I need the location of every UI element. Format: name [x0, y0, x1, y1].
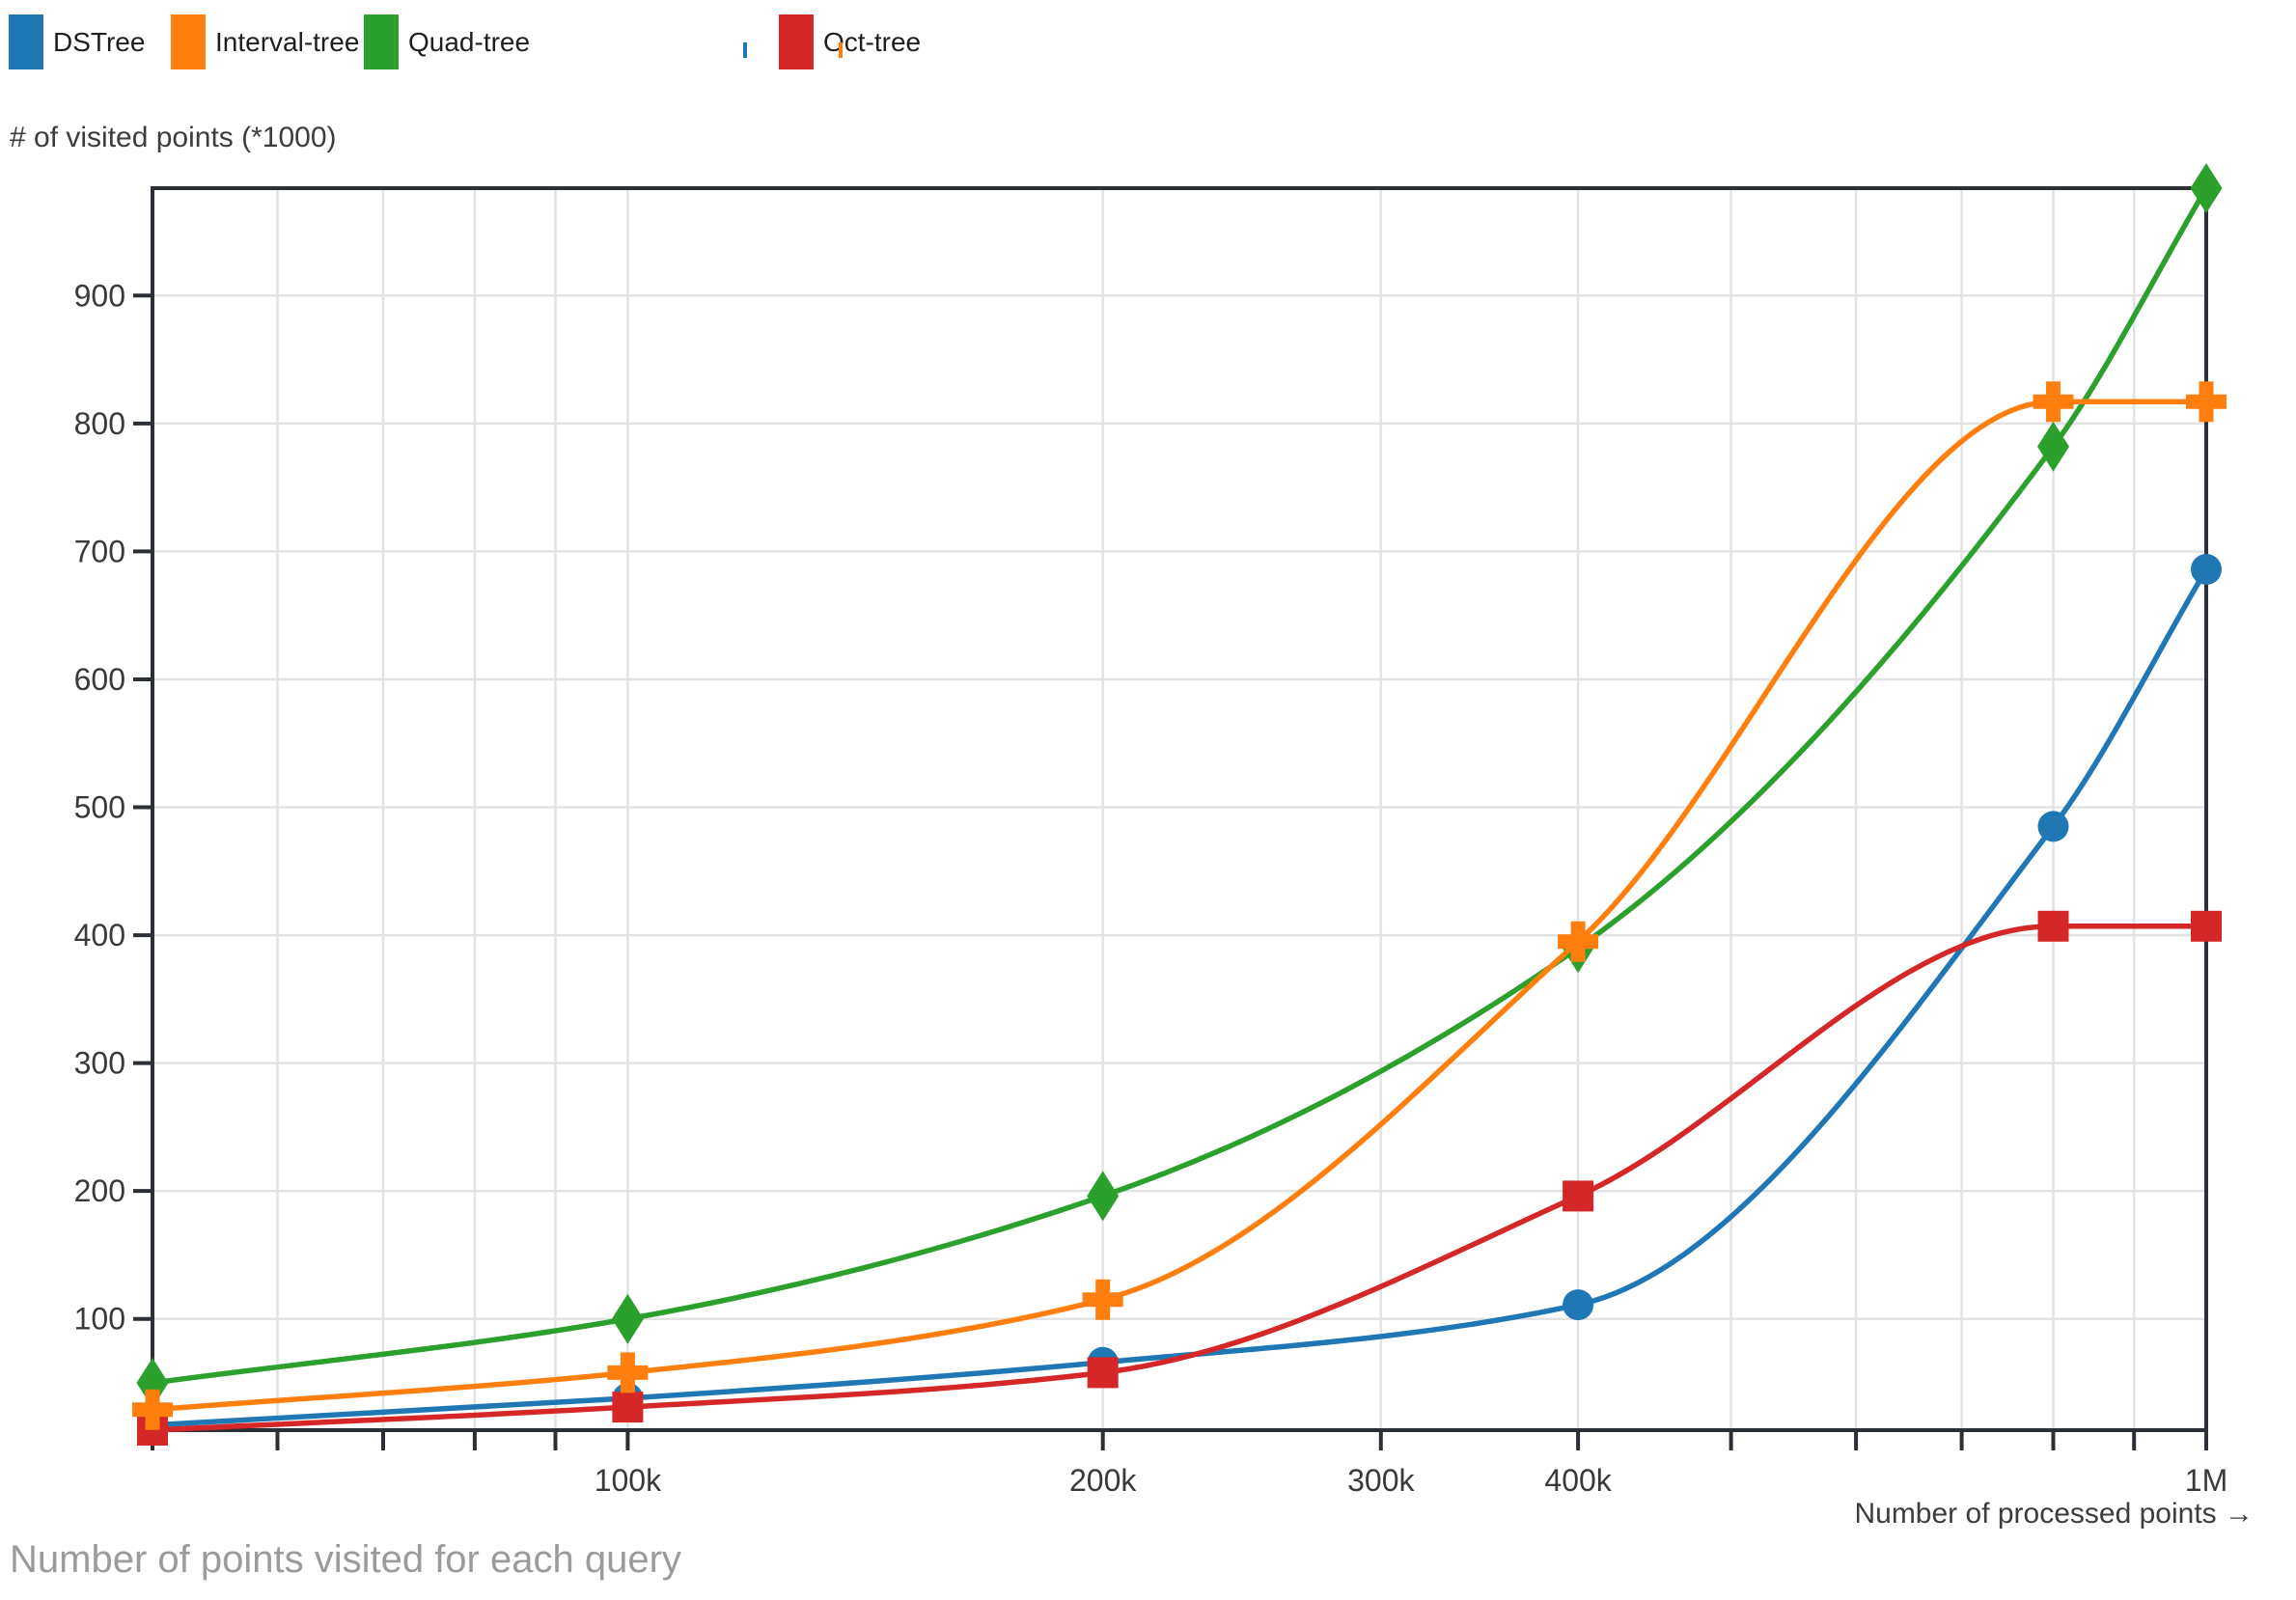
data-point-plus	[1082, 1279, 1123, 1320]
y-tick-label: 300	[74, 1046, 125, 1081]
series-line-Quad-tree	[152, 186, 2209, 1386]
x-tick-label: 400k	[1544, 1463, 1612, 1498]
data-point-plus	[607, 1352, 649, 1393]
legend-swatch-interval-tree	[171, 14, 206, 69]
data-point-plus	[2033, 381, 2074, 423]
y-tick-label: 400	[74, 918, 125, 952]
x-tick-label: 200k	[1069, 1463, 1137, 1498]
y-tick-label: 700	[74, 534, 125, 568]
data-point-square	[2191, 910, 2222, 942]
data-point-square	[1087, 1357, 1119, 1389]
x-tick-label: 1M	[2185, 1463, 2227, 1498]
chart-legend: DSTree Interval-tree Quad-tree Oct-tree	[0, 0, 2296, 87]
data-point-square	[2037, 910, 2069, 942]
x-tick-label: 300k	[1347, 1463, 1415, 1498]
data-point-diamond	[1087, 1171, 1120, 1222]
legend-label-interval-tree: Interval-tree	[215, 27, 360, 57]
data-point-diamond	[2037, 421, 2069, 472]
data-point-square	[1563, 1180, 1594, 1212]
y-axis-title: # of visited points (*1000)	[10, 122, 337, 153]
data-point-square	[612, 1392, 644, 1423]
y-tick-label: 200	[74, 1173, 125, 1208]
data-point-circle	[2037, 811, 2069, 842]
data-point-plus	[2186, 381, 2227, 423]
legend-label-quad-tree: Quad-tree	[408, 27, 531, 57]
legend-clipped-mark-blue	[743, 42, 747, 58]
y-tick-label: 100	[74, 1302, 125, 1337]
legend-swatch-quad-tree	[364, 14, 399, 69]
x-tick-label: 100k	[595, 1463, 662, 1498]
plot-border	[151, 186, 2208, 1432]
data-point-circle	[2191, 554, 2222, 585]
legend-clipped-mark-orange	[839, 42, 843, 58]
y-tick-label: 500	[74, 790, 125, 825]
data-point-plus	[132, 1389, 173, 1430]
y-tick-label: 600	[74, 662, 125, 697]
legend-label-dstree: DSTree	[53, 27, 146, 57]
series-line-Interval-tree	[152, 399, 2206, 1413]
legend-swatch-dstree	[9, 14, 43, 69]
series-line-Oct-tree	[152, 924, 2206, 1433]
data-point-diamond	[2190, 163, 2223, 213]
x-axis-title: Number of processed points →	[1854, 1498, 2254, 1530]
data-point-diamond	[611, 1293, 644, 1344]
data-point-plus	[1558, 921, 1599, 962]
data-point-diamond	[136, 1358, 169, 1408]
legend-swatch-oct-tree	[779, 14, 814, 69]
data-point-circle	[1563, 1289, 1594, 1321]
series-line-DSTree	[152, 567, 2209, 1428]
y-tick-label: 900	[74, 278, 125, 313]
chart-caption: Number of points visited for each query	[10, 1538, 681, 1581]
y-tick-label: 800	[74, 406, 125, 441]
